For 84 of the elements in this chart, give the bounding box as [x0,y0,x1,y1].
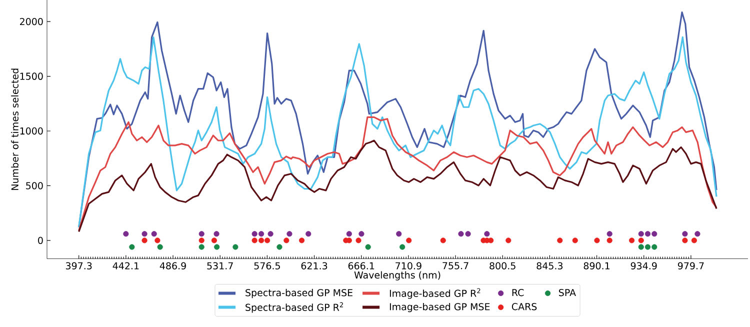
y-axis-title: Number of times selected [11,68,18,190]
point [440,238,446,244]
point [252,238,258,244]
point [142,231,148,237]
point [211,238,218,244]
line-series [78,140,718,232]
legend-label: SPA [559,289,576,296]
point [154,238,160,244]
point [488,238,494,244]
point [606,231,612,237]
point [258,238,264,244]
point [682,231,688,237]
point [400,244,406,250]
point [264,238,270,244]
point [151,231,157,237]
point [157,244,163,250]
x-tick-label: 710.9 [396,262,422,270]
point [298,238,305,244]
point [638,238,644,244]
x-tick-label: 531.7 [207,262,233,270]
point [198,231,204,237]
x-tick-label: 486.9 [160,262,186,270]
legend-label: Spectra-based GP R$^{2}$ [246,302,343,313]
point [142,238,148,244]
x-tick-label: 979.7 [678,262,704,270]
y-tick-label: 2000 [20,18,43,26]
point [638,244,644,250]
point [638,231,644,237]
legend-label: RC [512,289,524,296]
point [286,231,292,237]
point [572,238,578,244]
point [129,244,135,250]
point [306,231,312,237]
point [252,231,258,237]
point [652,244,658,250]
legend-label: Image-based GP R$^{2}$ [390,288,480,299]
point [506,238,512,244]
point [628,238,635,244]
point [276,244,282,250]
point [268,231,274,237]
y-tick-label: 500 [26,182,43,190]
point [484,231,490,237]
point [396,231,402,237]
point [694,231,700,237]
point [682,238,688,244]
point [458,231,464,237]
point [644,244,651,250]
x-tick-label: 845.3 [536,262,563,270]
point [606,238,612,244]
y-tick-label: 1000 [20,127,43,135]
point [198,244,204,250]
x-tick-label: 934.9 [630,262,657,270]
point [346,231,352,237]
x-tick-label: 666.1 [348,262,374,270]
x-tick-label: 442.1 [112,262,139,270]
point [365,244,371,250]
point [406,238,412,244]
point [214,244,220,250]
point [465,231,471,237]
x-axis-title: Wavelengths (nm) [354,271,440,280]
x-tick-label: 755.7 [442,262,468,270]
point [358,231,364,237]
x-tick-label: 576.5 [254,262,280,270]
point [198,238,204,244]
y-tick-label: 0 [38,236,43,244]
x-tick-label: 800.5 [490,262,516,270]
point [644,231,651,237]
point [123,231,129,237]
point [557,238,563,244]
point [214,231,220,237]
x-tick-label: 397.3 [66,262,92,270]
x-tick-label: 621.3 [301,262,328,270]
legend-label: Spectra-based GP MSE [246,288,352,298]
y-tick-label: 1500 [20,72,43,80]
legend-label: Image-based GP MSE [390,302,490,312]
legend-label: CARS [512,303,537,310]
point [356,238,362,244]
x-tick-label: 890.1 [584,262,610,270]
point [691,238,697,244]
point [594,238,600,244]
point [284,238,290,244]
point [652,231,658,237]
point [232,244,238,250]
point [258,231,264,237]
